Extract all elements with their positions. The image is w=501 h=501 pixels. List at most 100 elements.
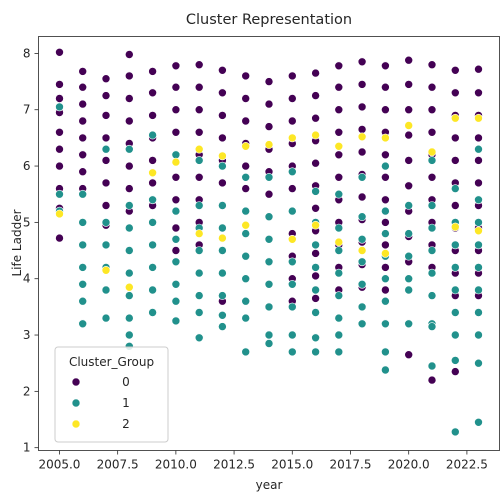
legend-label: 1 [122, 396, 130, 410]
y-tick-label: 2 [23, 384, 31, 398]
data-point [171, 195, 181, 205]
x-tick-label: 2007.5 [97, 458, 139, 472]
data-point [450, 285, 460, 295]
data-point [381, 347, 390, 357]
data-point [125, 201, 134, 210]
data-point [78, 82, 87, 92]
data-point [357, 192, 367, 202]
data-point [55, 128, 64, 137]
data-point [334, 313, 344, 323]
data-point [171, 105, 181, 114]
data-point [218, 233, 227, 243]
legend-label: 0 [122, 375, 130, 389]
data-point [55, 80, 64, 89]
data-point [474, 330, 483, 340]
data-point [427, 105, 437, 114]
data-point [474, 195, 483, 205]
data-point [148, 156, 157, 165]
data-point [427, 246, 437, 255]
data-point [218, 246, 227, 255]
data-point [194, 308, 204, 317]
data-point [404, 156, 414, 165]
data-point [78, 99, 87, 109]
data-point [171, 150, 181, 160]
data-point [404, 319, 414, 329]
data-point [148, 88, 157, 98]
data-point [241, 94, 250, 103]
data-point [427, 361, 437, 371]
data-point [125, 330, 134, 340]
data-point [78, 133, 87, 143]
data-point [125, 94, 134, 103]
y-axis-label: Life Ladder [10, 209, 24, 276]
data-point [148, 218, 157, 227]
data-point [171, 173, 181, 182]
data-point [171, 82, 181, 92]
data-point [450, 263, 460, 272]
data-point [55, 144, 64, 154]
data-point [450, 427, 460, 437]
x-axis: 2005.0 2007.5 2010.0 2012.5 2015.0 2017.5 2020… [38, 450, 488, 472]
data-point [78, 67, 87, 76]
data-point [381, 82, 390, 92]
data-point [381, 285, 390, 295]
data-point [334, 61, 344, 71]
data-point [194, 60, 204, 69]
legend-marker [71, 377, 81, 387]
data-point [311, 113, 320, 123]
data-point [474, 358, 483, 368]
data-point [125, 71, 134, 81]
data-point [287, 206, 297, 216]
data-point [264, 140, 274, 149]
data-point [427, 375, 437, 385]
data-point [148, 263, 157, 272]
data-point [218, 111, 227, 120]
data-point [474, 133, 483, 143]
x-tick-label: 2022.5 [446, 458, 488, 472]
data-point [357, 257, 367, 267]
data-point [218, 322, 227, 331]
data-point [381, 150, 390, 160]
data-point [381, 61, 390, 71]
data-point [381, 133, 390, 143]
data-point [125, 184, 134, 193]
data-point [241, 71, 250, 81]
data-point [194, 246, 204, 255]
data-point [404, 130, 414, 140]
data-point [171, 128, 181, 137]
data-point [125, 223, 134, 233]
data-point [427, 82, 437, 92]
data-point [101, 156, 111, 165]
data-point [148, 285, 157, 295]
data-point [357, 246, 367, 255]
data-point [474, 263, 483, 272]
data-point [381, 263, 390, 272]
data-point [404, 350, 414, 360]
data-point [427, 173, 437, 182]
data-point [241, 347, 250, 357]
data-point [334, 150, 344, 160]
data-point [101, 91, 111, 100]
data-point [427, 268, 437, 278]
data-point [381, 195, 390, 205]
data-point [450, 240, 460, 250]
data-point [357, 235, 367, 244]
y-tick-label: 5 [23, 215, 31, 229]
data-point [264, 99, 274, 109]
data-point [171, 223, 181, 233]
data-point [101, 74, 111, 83]
points-layer [55, 47, 483, 437]
data-point [474, 226, 483, 236]
data-point [287, 71, 297, 81]
data-point [148, 130, 157, 140]
data-point [474, 144, 483, 154]
data-point [334, 128, 344, 137]
data-point [218, 291, 227, 300]
data-point [311, 91, 320, 100]
data-point [404, 105, 414, 114]
data-point [404, 201, 414, 210]
data-point [427, 156, 437, 165]
data-point [427, 201, 437, 210]
legend-label: 2 [122, 417, 130, 431]
data-point [311, 204, 320, 213]
